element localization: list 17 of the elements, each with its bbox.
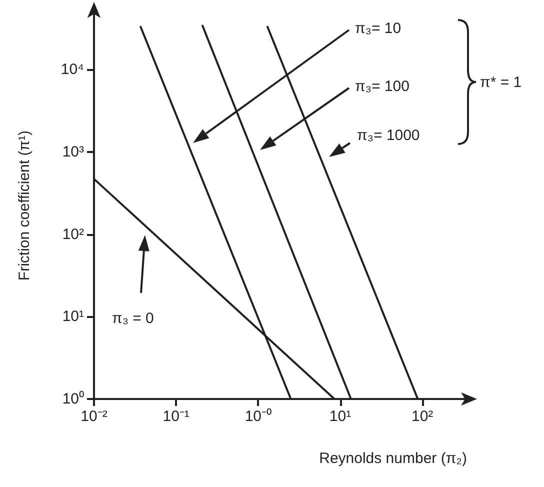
annotation: π₃= 100	[355, 78, 410, 95]
x-tick-label: 10⁻⁰	[244, 408, 272, 425]
x-tick-label: 10⁻¹	[162, 408, 190, 425]
y-tick-label: 10⁴	[60, 61, 84, 78]
text: π* = 1	[480, 74, 522, 91]
annotation: π₃= 1000	[357, 127, 420, 144]
y-tick-label: 10²	[62, 226, 84, 243]
y-tick-label: 10¹	[62, 308, 84, 326]
x-tick-label: 10⁻²	[80, 408, 108, 425]
annotation: π₃= 10	[355, 20, 402, 37]
y-axis-title: Friction coefficient (π¹)	[16, 130, 33, 281]
y-tick-label: 10⁰	[62, 390, 84, 408]
annotation: π₃ = 0	[112, 310, 154, 327]
y-tick-label: 10³	[62, 143, 84, 160]
x-tick-label: 10²	[411, 408, 434, 425]
x-axis-title: Reynolds number (π₂)	[319, 450, 468, 467]
x-tick-label: 10¹	[329, 408, 352, 425]
